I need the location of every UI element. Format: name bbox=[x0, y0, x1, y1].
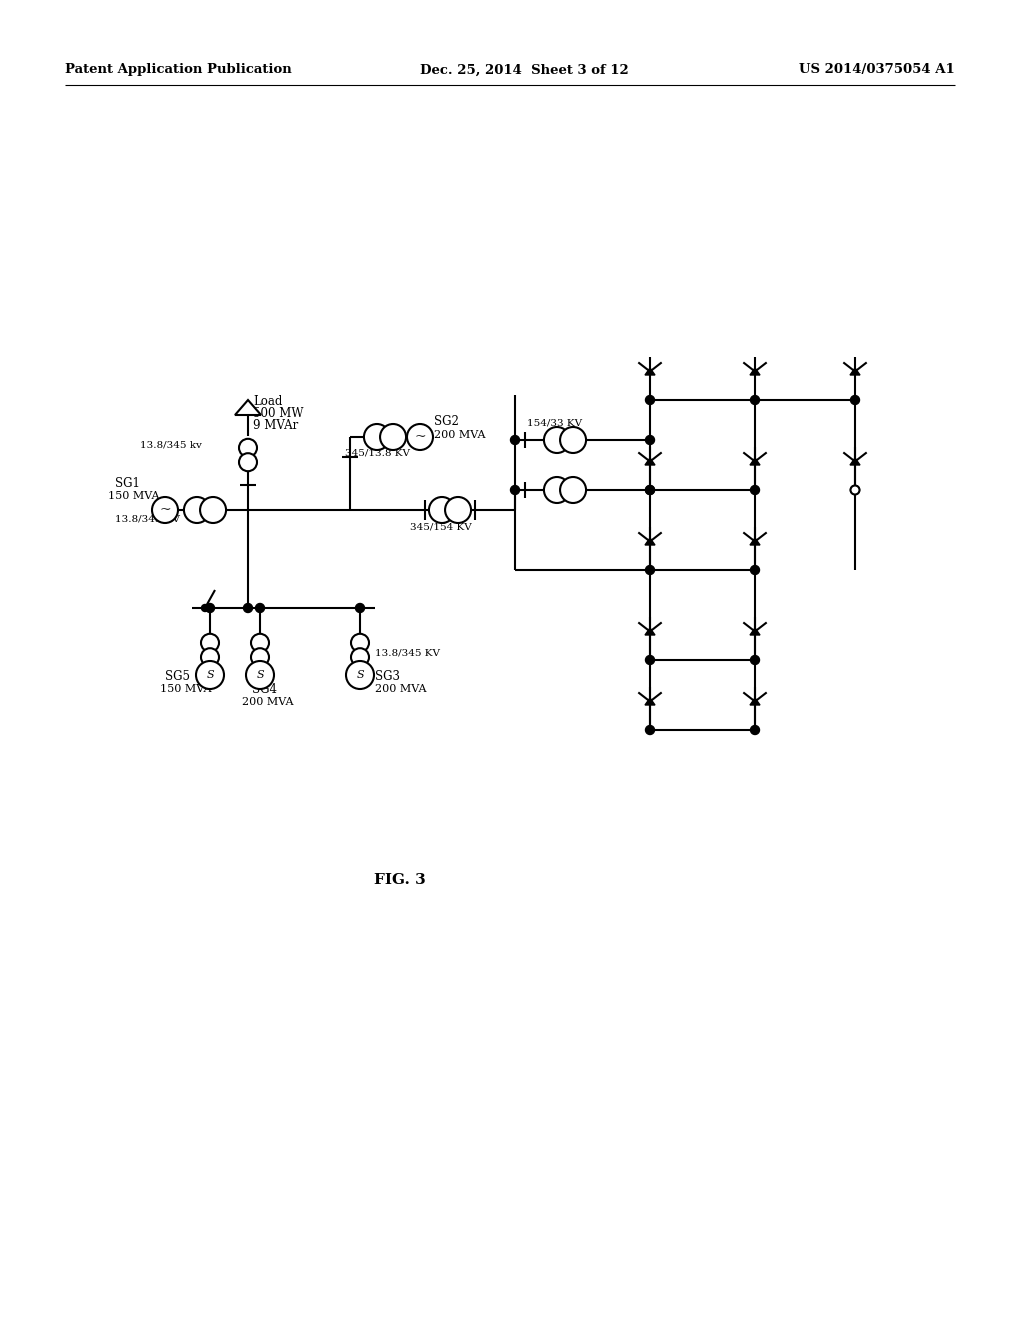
Circle shape bbox=[851, 486, 859, 495]
Circle shape bbox=[244, 603, 253, 612]
Circle shape bbox=[346, 661, 374, 689]
Circle shape bbox=[645, 486, 654, 495]
Circle shape bbox=[380, 424, 407, 450]
Circle shape bbox=[851, 486, 859, 495]
Circle shape bbox=[851, 396, 859, 404]
Polygon shape bbox=[850, 368, 860, 375]
Circle shape bbox=[645, 565, 654, 574]
Polygon shape bbox=[234, 400, 261, 414]
Circle shape bbox=[351, 648, 369, 667]
Circle shape bbox=[196, 661, 224, 689]
Text: 500 MW: 500 MW bbox=[253, 407, 303, 420]
Text: 200 MVA: 200 MVA bbox=[434, 430, 485, 440]
Polygon shape bbox=[850, 458, 860, 465]
Text: 345/154 KV: 345/154 KV bbox=[410, 523, 472, 532]
Text: 200 MVA: 200 MVA bbox=[242, 697, 294, 708]
Text: 13.8/345 kv: 13.8/345 kv bbox=[140, 440, 202, 449]
Circle shape bbox=[184, 498, 210, 523]
Circle shape bbox=[251, 634, 269, 652]
Circle shape bbox=[751, 656, 760, 664]
Text: 154/33 KV: 154/33 KV bbox=[527, 418, 582, 426]
Polygon shape bbox=[645, 628, 655, 635]
Polygon shape bbox=[750, 539, 760, 545]
Circle shape bbox=[645, 436, 654, 445]
Circle shape bbox=[202, 605, 209, 611]
Text: SG1: SG1 bbox=[115, 477, 140, 490]
Text: SG4: SG4 bbox=[252, 682, 278, 696]
Polygon shape bbox=[645, 698, 655, 705]
Polygon shape bbox=[750, 368, 760, 375]
Text: SG3: SG3 bbox=[375, 671, 400, 682]
Text: Load: Load bbox=[253, 395, 283, 408]
Circle shape bbox=[511, 436, 519, 445]
Text: S: S bbox=[356, 671, 364, 680]
Circle shape bbox=[751, 396, 760, 404]
Circle shape bbox=[201, 634, 219, 652]
Text: 9 MVAr: 9 MVAr bbox=[253, 418, 298, 432]
Polygon shape bbox=[750, 458, 760, 465]
Text: Dec. 25, 2014  Sheet 3 of 12: Dec. 25, 2014 Sheet 3 of 12 bbox=[420, 63, 629, 77]
Circle shape bbox=[355, 603, 365, 612]
Circle shape bbox=[544, 477, 570, 503]
Circle shape bbox=[201, 648, 219, 667]
Polygon shape bbox=[645, 458, 655, 465]
Text: 150 MVA: 150 MVA bbox=[160, 684, 212, 694]
Circle shape bbox=[645, 396, 654, 404]
Circle shape bbox=[239, 453, 257, 471]
Text: 200 MVA: 200 MVA bbox=[375, 684, 427, 694]
Polygon shape bbox=[645, 368, 655, 375]
Text: ~: ~ bbox=[414, 430, 426, 444]
Circle shape bbox=[511, 486, 519, 495]
Text: US 2014/0375054 A1: US 2014/0375054 A1 bbox=[800, 63, 955, 77]
Text: ~: ~ bbox=[159, 503, 171, 517]
Circle shape bbox=[645, 486, 654, 495]
Text: SG2: SG2 bbox=[434, 414, 459, 428]
Circle shape bbox=[560, 477, 586, 503]
Text: 13.8/345 KV: 13.8/345 KV bbox=[115, 515, 180, 524]
Circle shape bbox=[645, 726, 654, 734]
Circle shape bbox=[560, 426, 586, 453]
Circle shape bbox=[429, 498, 455, 523]
Circle shape bbox=[751, 726, 760, 734]
Polygon shape bbox=[645, 539, 655, 545]
Text: 150 MVA: 150 MVA bbox=[108, 491, 160, 502]
Circle shape bbox=[751, 486, 760, 495]
Circle shape bbox=[645, 656, 654, 664]
Circle shape bbox=[251, 648, 269, 667]
Text: S: S bbox=[206, 671, 214, 680]
Circle shape bbox=[206, 603, 214, 612]
Circle shape bbox=[152, 498, 178, 523]
Text: Patent Application Publication: Patent Application Publication bbox=[65, 63, 292, 77]
Polygon shape bbox=[750, 628, 760, 635]
Circle shape bbox=[364, 424, 390, 450]
Circle shape bbox=[256, 603, 264, 612]
Text: SG5: SG5 bbox=[165, 671, 190, 682]
Circle shape bbox=[239, 438, 257, 457]
Circle shape bbox=[445, 498, 471, 523]
Circle shape bbox=[246, 661, 274, 689]
Circle shape bbox=[407, 424, 433, 450]
Circle shape bbox=[351, 634, 369, 652]
Text: 13.8/345 KV: 13.8/345 KV bbox=[375, 648, 440, 657]
Circle shape bbox=[200, 498, 226, 523]
Circle shape bbox=[544, 426, 570, 453]
Text: FIG. 3: FIG. 3 bbox=[374, 873, 426, 887]
Text: 345/13.8 KV: 345/13.8 KV bbox=[345, 447, 410, 457]
Circle shape bbox=[751, 565, 760, 574]
Polygon shape bbox=[750, 698, 760, 705]
Text: S: S bbox=[256, 671, 264, 680]
